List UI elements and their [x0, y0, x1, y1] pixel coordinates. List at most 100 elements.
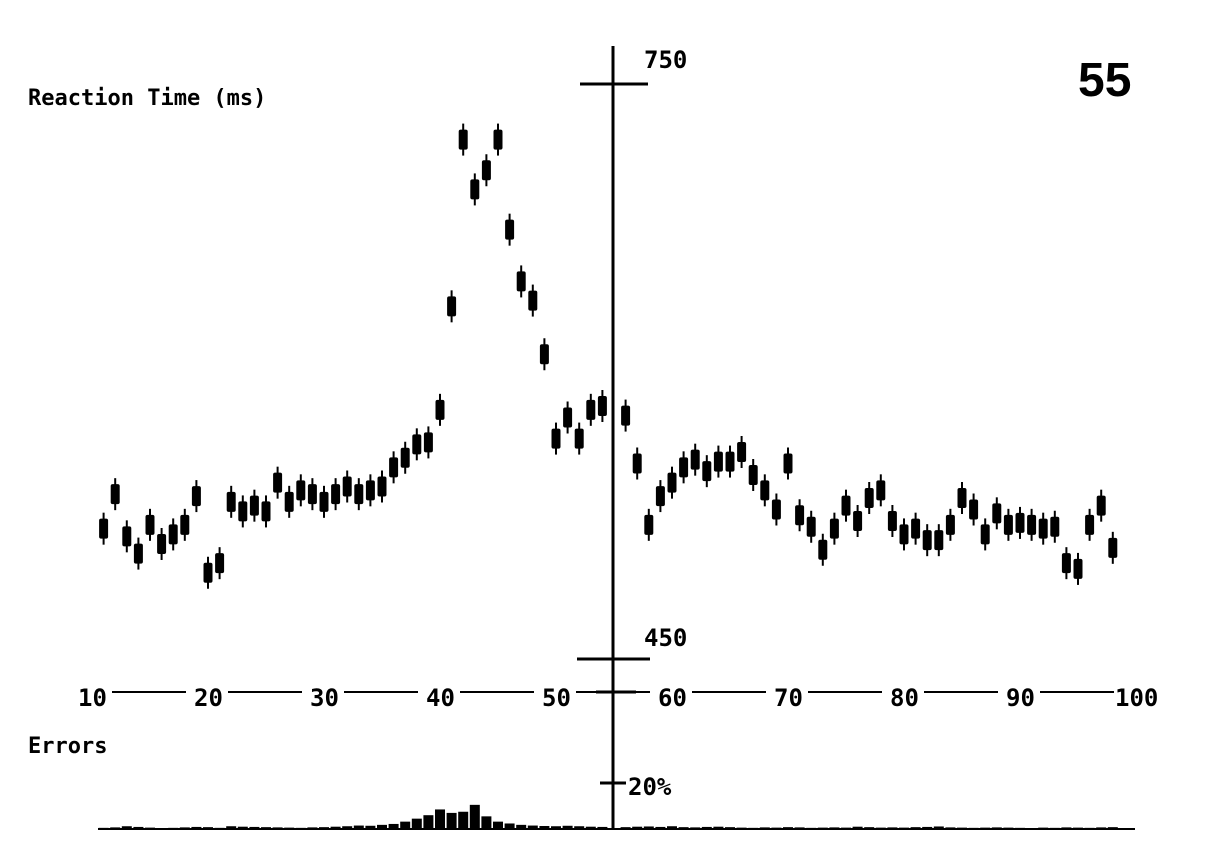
x-tick-label: 20 — [194, 684, 223, 712]
rt-point — [1038, 512, 1048, 545]
rt-point — [168, 518, 178, 551]
error-bar — [423, 815, 434, 829]
error-bar — [562, 825, 573, 829]
rt-point — [829, 512, 839, 545]
error-bar — [655, 826, 666, 829]
rt-point — [249, 489, 259, 522]
rt-point — [945, 508, 955, 541]
rt-point — [644, 508, 654, 541]
rt-point — [702, 455, 712, 488]
chart-title: Reaction Time (ms) — [28, 86, 266, 111]
rt-point — [273, 466, 283, 499]
rt-point — [887, 505, 897, 537]
rt-point — [261, 495, 271, 528]
rt-point — [319, 485, 329, 518]
error-bar — [632, 826, 643, 829]
rt-point — [1085, 508, 1095, 541]
x-axis: 10 20 30 40 50 60 70 80 90 100 — [78, 684, 1158, 712]
rt-point — [342, 470, 352, 503]
rt-point — [191, 480, 201, 513]
rt-point — [853, 505, 863, 537]
rt-point — [632, 447, 642, 480]
rt-point — [922, 524, 932, 557]
error-bar — [574, 826, 585, 829]
error-bar — [551, 826, 561, 829]
error-bar — [643, 826, 654, 829]
error-bar — [330, 826, 341, 829]
rt-point — [284, 485, 294, 518]
rt-point — [934, 524, 944, 557]
error-bar — [411, 818, 422, 829]
rt-point — [423, 426, 433, 459]
rt-point — [899, 518, 909, 551]
error-bar — [237, 826, 248, 829]
rt-point — [667, 466, 677, 499]
rt-point — [122, 520, 132, 553]
rt-point — [110, 478, 120, 511]
rt-point — [864, 482, 874, 514]
error-bar — [667, 826, 677, 829]
error-bar — [597, 826, 608, 829]
rt-point — [157, 528, 167, 560]
rt-point — [737, 436, 747, 468]
rt-point — [331, 478, 341, 511]
rt-data-points — [99, 123, 1118, 589]
rt-point — [400, 441, 410, 474]
x-tick-label: 90 — [1006, 684, 1035, 712]
rt-point — [458, 123, 468, 156]
rt-point — [493, 123, 503, 156]
rt-point — [818, 533, 828, 566]
rt-point — [1108, 531, 1118, 564]
error-bar — [527, 825, 538, 829]
rt-point — [725, 445, 735, 478]
rt-point — [876, 474, 886, 507]
rt-point — [481, 154, 491, 187]
error-bar — [922, 826, 933, 829]
rt-point — [377, 470, 387, 503]
error-bar — [365, 825, 376, 829]
error-bar — [458, 811, 469, 829]
rt-point — [1061, 547, 1071, 580]
rt-point — [145, 508, 155, 541]
x-tick-label: 40 — [426, 684, 455, 712]
rt-point — [621, 399, 631, 432]
rt-point — [1073, 552, 1083, 585]
rt-point — [99, 512, 109, 545]
rt-point — [447, 290, 457, 323]
rt-point — [238, 495, 248, 528]
error-bar — [713, 826, 724, 829]
x-tick-label: 50 — [542, 684, 571, 712]
rt-point — [180, 508, 190, 541]
errors-label: Errors — [28, 734, 107, 759]
error-bar — [493, 821, 503, 829]
rt-point — [969, 493, 979, 526]
error-bar — [852, 826, 863, 829]
rt-point — [1003, 508, 1013, 541]
x-tick-label: 30 — [310, 684, 339, 712]
rt-point — [516, 265, 526, 298]
rt-point — [133, 537, 143, 570]
rt-point — [365, 474, 375, 507]
error-bars — [98, 804, 1118, 830]
y-tick-450-label: 450 — [644, 624, 687, 652]
error-bar — [446, 812, 457, 829]
error-bar — [342, 826, 353, 829]
error-tick-label: 20% — [628, 773, 672, 801]
rt-point — [795, 499, 805, 532]
rt-point — [690, 443, 700, 476]
rt-point — [226, 485, 236, 518]
x-tick-label: 70 — [774, 684, 803, 712]
rt-point — [586, 393, 596, 426]
rt-point — [760, 474, 770, 507]
x-tick-label: 100 — [1115, 684, 1158, 712]
rt-point — [748, 459, 758, 491]
error-bar — [481, 816, 492, 829]
error-bar — [388, 823, 399, 829]
rt-point — [655, 480, 665, 513]
error-bar — [469, 804, 480, 829]
rt-point — [435, 393, 445, 426]
rt-point — [992, 497, 1002, 530]
rt-point — [551, 422, 561, 455]
rt-point — [296, 474, 306, 507]
